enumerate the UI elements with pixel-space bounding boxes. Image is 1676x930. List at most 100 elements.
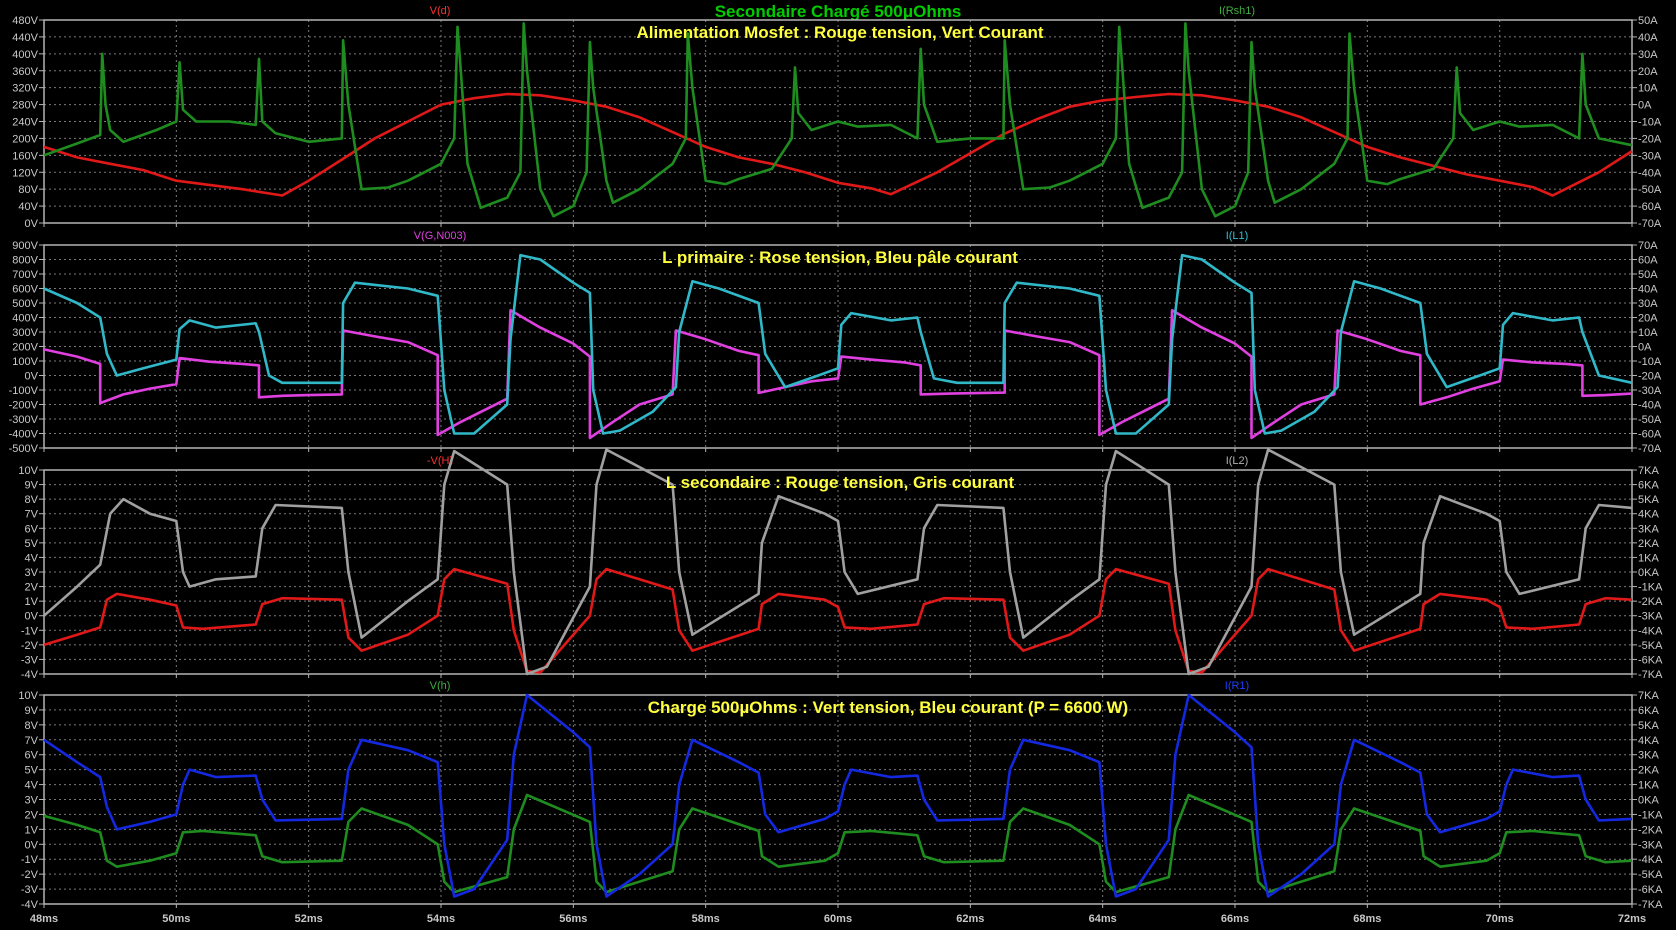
x-tick-label: 62ms — [956, 913, 984, 925]
y-tick-label-left: 8V — [25, 494, 39, 506]
y-tick-label-left: 160V — [12, 150, 38, 162]
y-tick-label-left: 320V — [12, 83, 38, 95]
y-tick-label-left: 3V — [25, 567, 39, 579]
y-tick-label-left: 4V — [25, 552, 39, 564]
y-tick-label-left: 7V — [25, 735, 39, 747]
series-line-v-d- — [43, 92, 1633, 197]
pane-annotation: L primaire : Rose tension, Bleu pâle cou… — [662, 248, 1018, 267]
y-tick-label-right: 0A — [1638, 342, 1652, 354]
y-tick-label-right: 30A — [1638, 49, 1658, 61]
y-tick-label-right: -5KA — [1638, 869, 1663, 881]
y-tick-label-right: 6KA — [1638, 480, 1659, 492]
series-line-i-l1- — [43, 253, 1633, 435]
y-tick-label-left: 360V — [12, 66, 38, 78]
y-tick-label-right: 6KA — [1638, 705, 1659, 717]
y-tick-label-left: 40V — [18, 201, 38, 213]
y-tick-label-right: 2KA — [1638, 538, 1659, 550]
y-tick-label-right: -2KA — [1638, 824, 1663, 836]
y-tick-label-left: 1V — [25, 824, 39, 836]
pane-1: 480V 50A 440V 40A 400V 30A 360V 20A 320V 10A 280V 0… — [12, 5, 1662, 230]
plot-title: Secondaire Chargé 500μOhms — [715, 2, 962, 21]
y-tick-label-right: -10A — [1638, 117, 1662, 129]
y-tick-label-left: 480V — [12, 15, 38, 27]
y-tick-label-left: 200V — [12, 133, 38, 145]
y-tick-label-right: 30A — [1638, 298, 1658, 310]
y-tick-label-right: -50A — [1638, 414, 1662, 426]
trace-label-right: I(R1) — [1225, 680, 1249, 692]
y-tick-label-left: 0V — [25, 218, 39, 230]
y-tick-label-right: 5KA — [1638, 494, 1659, 506]
y-tick-label-right: -20A — [1638, 371, 1662, 383]
pane-annotation: Charge 500µOhms : Vert tension, Bleu cou… — [648, 698, 1128, 717]
series-line-i-l2- — [43, 448, 1633, 676]
y-tick-label-left: -1V — [21, 625, 39, 637]
y-tick-label-left: 2V — [25, 582, 39, 594]
y-tick-label-right: 7KA — [1638, 465, 1659, 477]
y-tick-label-left: 8V — [25, 720, 39, 732]
y-tick-label-left: 440V — [12, 32, 38, 44]
y-tick-label-right: 20A — [1638, 66, 1658, 78]
series-line-i-r1- — [43, 693, 1633, 898]
y-tick-label-left: -4V — [21, 899, 39, 911]
pane-3: 10V 7KA 9V 6KA 8V 5KA 7V 4KA 6V 3KA 5V 2KA 4V 1KA 3V 0K… — [18, 448, 1663, 681]
y-tick-label-right: -60A — [1638, 201, 1662, 213]
x-tick-label: 72ms — [1618, 913, 1646, 925]
y-tick-label-left: -200V — [9, 400, 39, 412]
y-tick-label-left: 10V — [18, 690, 38, 702]
y-tick-label-left: -3V — [21, 654, 39, 666]
trace-label-right: I(Rsh1) — [1219, 5, 1255, 17]
y-tick-label-right: 1KA — [1638, 552, 1659, 564]
x-tick-label: 66ms — [1221, 913, 1249, 925]
y-tick-label-right: 70A — [1638, 240, 1658, 252]
y-tick-label-left: -400V — [9, 429, 39, 441]
y-tick-label-right: -70A — [1638, 218, 1662, 230]
pane-frame — [43, 694, 1633, 905]
y-tick-label-right: -30A — [1638, 150, 1662, 162]
y-tick-label-left: 600V — [12, 284, 38, 296]
y-tick-label-right: 5KA — [1638, 720, 1659, 732]
y-tick-label-right: -6KA — [1638, 884, 1663, 896]
y-tick-label-right: 40A — [1638, 32, 1658, 44]
trace-label-right: I(L2) — [1226, 455, 1249, 467]
pane-frame — [43, 19, 1633, 224]
y-tick-label-right: 7KA — [1638, 690, 1659, 702]
series-line--v-h- — [43, 567, 1633, 674]
y-tick-label-left: 120V — [12, 167, 38, 179]
y-tick-label-left: 5V — [25, 538, 39, 550]
x-tick-label: 52ms — [295, 913, 323, 925]
y-tick-label-left: -2V — [21, 869, 39, 881]
y-tick-label-right: 20A — [1638, 313, 1658, 325]
series-line-v-g-n003- — [43, 309, 1633, 440]
y-tick-label-right: -1KA — [1638, 809, 1663, 821]
y-tick-label-left: -2V — [21, 640, 39, 652]
pane-frame — [43, 244, 1633, 449]
x-tick-label: 48ms — [30, 913, 58, 925]
x-tick-label: 60ms — [824, 913, 852, 925]
y-tick-label-right: -6KA — [1638, 654, 1663, 666]
y-tick-label-right: -30A — [1638, 385, 1662, 397]
pane-frame — [43, 469, 1633, 675]
trace-label-right: I(L1) — [1226, 230, 1249, 242]
y-tick-label-left: 6V — [25, 523, 39, 535]
y-tick-label-right: 10A — [1638, 83, 1658, 95]
y-tick-label-right: 1KA — [1638, 780, 1659, 792]
y-tick-label-left: 800V — [12, 255, 38, 267]
trace-label-left: V(d) — [430, 5, 451, 17]
y-tick-label-left: 700V — [12, 269, 38, 281]
y-tick-label-left: 9V — [25, 705, 39, 717]
y-tick-label-right: 0A — [1638, 100, 1652, 112]
y-tick-label-left: 200V — [12, 342, 38, 354]
y-tick-label-left: 100V — [12, 356, 38, 368]
y-tick-label-left: 240V — [12, 117, 38, 129]
y-tick-label-left: -100V — [9, 385, 39, 397]
y-tick-label-right: -60A — [1638, 429, 1662, 441]
trace-label-left: V(G,N003) — [414, 230, 467, 242]
y-tick-label-right: 2KA — [1638, 765, 1659, 777]
y-tick-label-left: 6V — [25, 750, 39, 762]
x-tick-label: 54ms — [427, 913, 455, 925]
y-tick-label-left: 500V — [12, 298, 38, 310]
y-tick-label-left: 400V — [12, 313, 38, 325]
y-tick-label-left: 280V — [12, 100, 38, 112]
y-tick-label-right: 4KA — [1638, 509, 1659, 521]
